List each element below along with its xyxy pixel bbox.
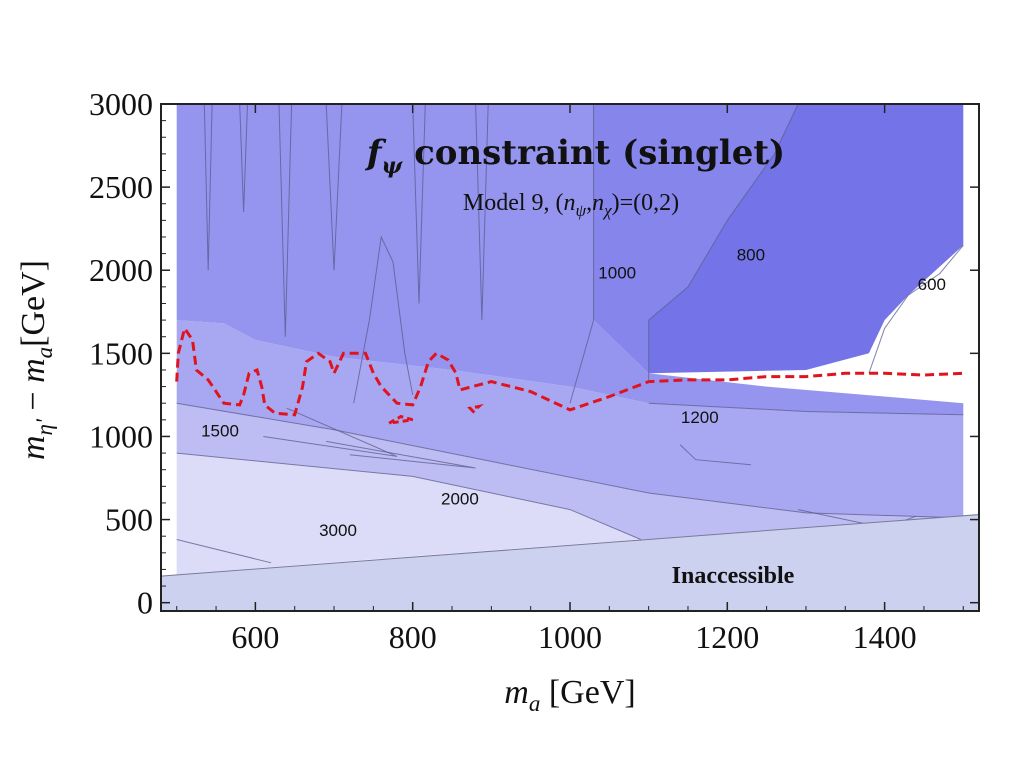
x-tick-label-800: 800 xyxy=(389,619,437,655)
chart-subtitle: Model 9, (nψ,nχ)=(0,2) xyxy=(463,190,679,220)
contour-line-11 xyxy=(353,235,414,404)
y-tick-label-0: 0 xyxy=(137,585,153,621)
exclusion-boundary-line xyxy=(175,324,964,417)
y-axis-title: mη' − ma[GeV] xyxy=(15,260,57,460)
x-tick-label-1000: 1000 xyxy=(538,619,602,655)
y-tick-label-500: 500 xyxy=(105,502,153,538)
contour-line-2 xyxy=(569,104,595,404)
contour-lines xyxy=(176,103,964,564)
y-tick-label-1000: 1000 xyxy=(89,418,153,454)
contour-label-1000: 1000 xyxy=(598,264,636,283)
contour-line-8 xyxy=(239,103,248,213)
contour-band-6 xyxy=(648,104,964,374)
contour-line-6 xyxy=(176,539,272,564)
x-tick-label-1200: 1200 xyxy=(695,619,759,655)
contour-label-1500: 1500 xyxy=(201,422,239,441)
exclusion-island-1 xyxy=(467,403,484,414)
contour-line-12 xyxy=(412,103,426,304)
contour-line-3 xyxy=(648,402,964,416)
axis-ticks: 600 800 1000 1200 1400 0 500 1000 1500 2000 2500 30… xyxy=(89,86,979,655)
exclusion-boundary xyxy=(175,324,964,425)
contour-band-5 xyxy=(593,104,799,374)
x-tick-label-1400: 1400 xyxy=(853,619,917,655)
contour-line-4 xyxy=(176,402,964,519)
contour-band-4 xyxy=(176,104,964,415)
contour-line-9 xyxy=(278,103,293,337)
contour-line-13 xyxy=(475,103,489,321)
contour-line-16 xyxy=(679,444,751,466)
contour-band-1 xyxy=(176,453,641,575)
contour-label-2000: 2000 xyxy=(441,490,479,509)
contour-line-0 xyxy=(868,244,964,374)
y-tick-label-2000: 2000 xyxy=(89,252,153,288)
y-tick-label-1500: 1500 xyxy=(89,335,153,371)
contour-line-7 xyxy=(203,103,213,271)
contour-line-1 xyxy=(648,103,799,380)
contour-label-1200: 1200 xyxy=(681,408,719,427)
contour-label-600: 600 xyxy=(918,275,946,294)
contour-line-14 xyxy=(263,407,398,457)
contour-label-800: 800 xyxy=(737,245,765,264)
y-tick-label-2500: 2500 xyxy=(89,169,153,205)
y-tick-label-3000: 3000 xyxy=(89,86,153,122)
contour-line-15 xyxy=(326,440,476,469)
contour-line-10 xyxy=(325,103,343,271)
x-axis-title: ma [GeV] xyxy=(504,674,635,716)
contour-line-5 xyxy=(176,452,641,540)
chart-title: fψ constraint (singlet) xyxy=(365,133,785,179)
contour-label-3000: 3000 xyxy=(319,521,357,540)
contour-labels: 600 800 1000 1200 1500 2000 3000 xyxy=(201,245,946,540)
contour-bands xyxy=(176,104,964,575)
inaccessible-label: Inaccessible xyxy=(672,563,795,589)
x-tick-label-600: 600 xyxy=(231,619,279,655)
